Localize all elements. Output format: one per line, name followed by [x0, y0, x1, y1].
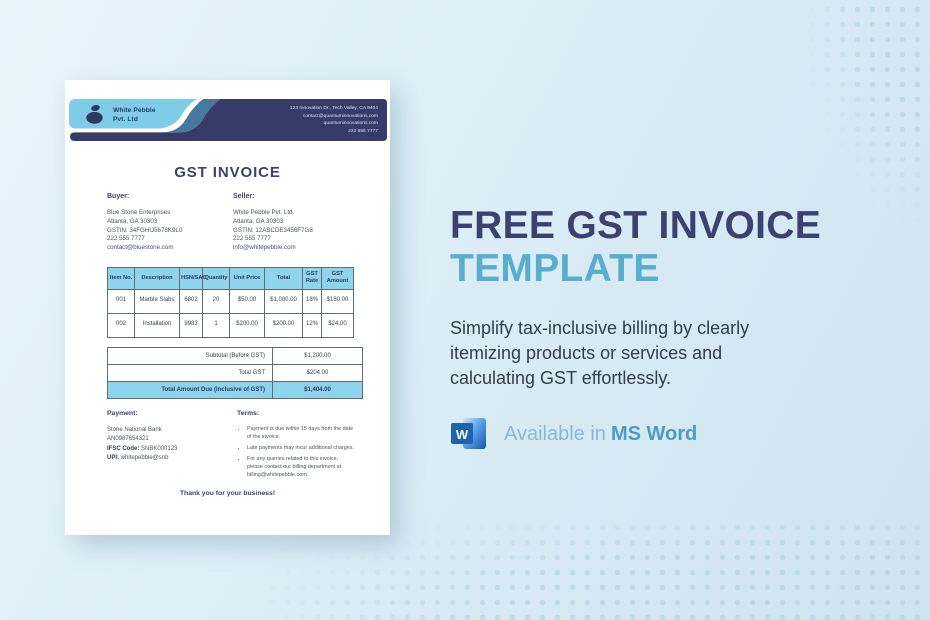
- ifsc-label: IFSC Code:: [107, 445, 140, 452]
- promo-title-line2: TEMPLATE: [450, 246, 660, 290]
- company-contact-block: 123 Innovation Dr., Tech Valley, CA 9404…: [290, 105, 378, 135]
- invoice-header-banner: White Pebble Pvt. Ltd 123 Innovation Dr.…: [68, 99, 387, 141]
- cell-description: Marble Slabs: [134, 288, 180, 314]
- availability-prefix: Available in: [504, 422, 606, 445]
- buyer-phone: 222 555 7777: [107, 235, 145, 243]
- availability-row: W Available in MS Word: [450, 417, 880, 451]
- upi-value: whitepebble@snb: [119, 454, 169, 461]
- company-name-line1: White Pebble: [113, 107, 156, 114]
- cell-total: $200.00: [264, 312, 303, 338]
- col-quantity: Quantity: [202, 267, 230, 290]
- cell-gst-amount: $180.00: [321, 288, 354, 314]
- company-name: White Pebble Pvt. Ltd: [113, 107, 156, 124]
- total-due-label: Total Amount Due (Inclusive of GST): [107, 381, 273, 399]
- seller-gstin: GSTIN: 12ABCDE3456F7G8: [233, 226, 313, 234]
- banner-swoosh-graphic: [69, 99, 387, 141]
- total-due-value: $1,404.00: [272, 381, 363, 399]
- cell-item-no: 002: [107, 312, 135, 338]
- seller-block: Seller: White Pebble Pvt. Ltd. Atlanta, …: [233, 193, 359, 253]
- seller-name: White Pebble Pvt. Ltd.: [233, 209, 295, 216]
- invoice-title: GST INVOICE: [174, 164, 281, 181]
- table-row: 002 Installation 9983 1 $200.00 $200.00 …: [107, 312, 354, 338]
- payment-block: Payment: Stone National Bank AN098765432…: [107, 410, 237, 483]
- payment-bank: Stone National Bank: [107, 427, 162, 433]
- buyer-gstin: GSTIN: 34FGHIJ5678K9L0: [107, 226, 183, 234]
- buyer-label: Buyer:: [107, 193, 130, 200]
- subtotal-value: $1,200.00: [272, 347, 363, 365]
- terms-label: Terms:: [237, 410, 260, 417]
- terms-list: Payment is due within 15 days from the d…: [237, 426, 355, 480]
- seller-address: Atlanta, GA 30303: [233, 217, 284, 225]
- col-description: Description: [134, 267, 180, 290]
- col-unit-price: Unit Price: [229, 267, 265, 290]
- buyer-address: Atlanta, GA 30303: [107, 217, 158, 225]
- col-total: Total: [264, 267, 303, 290]
- total-gst-label: Total GST: [107, 364, 273, 382]
- thank-you-note: Thank you for your business!: [179, 490, 276, 497]
- seller-phone: 222 555 7777: [233, 235, 271, 243]
- col-gst-amount: GST Amount: [321, 267, 354, 290]
- subtotal-row: Subtotal (Before GST) $1,200.00: [107, 347, 363, 365]
- cell-gst-rate: 12%: [302, 312, 322, 338]
- terms-block: Terms: Payment is due within 15 days fro…: [237, 410, 355, 483]
- ms-word-icon: W: [451, 418, 486, 450]
- buyer-email: contact@bluestone.com: [107, 244, 174, 252]
- col-gst-rate: GST Rate: [302, 267, 322, 290]
- word-icon-letter: W: [456, 427, 469, 442]
- total-gst-value: $204.00: [272, 364, 363, 382]
- contact-email: contact@quantuminnovations.com: [302, 113, 378, 119]
- cell-hsn: 9983: [179, 312, 203, 338]
- table-row: 001 Marble Slabs 6802 20 $50.00 $1,000.0…: [107, 288, 354, 314]
- seller-email: info@whitepebble.com: [233, 244, 296, 252]
- cell-quantity: 20: [202, 288, 230, 314]
- promo-title-line1: FREE GST INVOICE: [450, 204, 822, 247]
- dot-pattern-bottom: [265, 520, 930, 620]
- list-item: Payment is due within 15 days from the d…: [247, 426, 355, 442]
- payment-upi: UPI: whitepebble@snb: [107, 454, 237, 463]
- cell-description: Installation: [134, 312, 180, 338]
- availability-product: MS Word: [610, 422, 698, 445]
- contact-address: 123 Innovation Dr., Tech Valley, CA 9404: [289, 106, 378, 111]
- availability-text: Available in MS Word: [504, 423, 697, 446]
- payment-ifsc: IFSC Code: SNBK000123: [107, 445, 237, 454]
- cell-hsn: 6802: [179, 288, 203, 314]
- subtotal-label: Subtotal (Before GST): [107, 347, 273, 365]
- total-gst-row: Total GST $204.00: [107, 364, 363, 382]
- pebble-logo-icon: [86, 104, 103, 124]
- total-due-row: Total Amount Due (Inclusive of GST) $1,4…: [107, 381, 363, 399]
- promo-panel: FREE GST INVOICE TEMPLATE Simplify tax-i…: [450, 204, 880, 451]
- col-item-no: Item No.: [107, 267, 135, 290]
- company-name-line2: Pvt. Ltd: [113, 115, 138, 123]
- payment-terms-section: Payment: Stone National Bank AN098765432…: [107, 410, 359, 483]
- buyer-seller-section: Buyer: Blue Stone Enterprises Atlanta, G…: [107, 193, 359, 253]
- cell-total: $1,000.00: [264, 288, 303, 314]
- items-header-row: Item No. Description HSN/SAC Quantity Un…: [107, 267, 354, 290]
- cell-quantity: 1: [202, 312, 230, 338]
- line-items-table: Item No. Description HSN/SAC Quantity Un…: [107, 267, 354, 338]
- cell-item-no: 001: [107, 288, 135, 314]
- seller-label: Seller:: [233, 193, 255, 200]
- list-item: Late payments may incur additional charg…: [247, 445, 355, 453]
- contact-website: quantuminnovations.com: [323, 121, 378, 127]
- invoice-preview: White Pebble Pvt. Ltd 123 Innovation Dr.…: [65, 80, 390, 535]
- cell-gst-amount: $24.00: [321, 312, 354, 338]
- ifsc-value: SNBK000123: [139, 445, 178, 452]
- upi-label: UPI:: [107, 454, 119, 461]
- cell-unit-price: $50.00: [229, 288, 265, 314]
- totals-table: Subtotal (Before GST) $1,200.00 Total GS…: [107, 347, 363, 399]
- col-hsn-sac: HSN/SAC: [179, 267, 207, 290]
- buyer-block: Buyer: Blue Stone Enterprises Atlanta, G…: [107, 193, 233, 253]
- contact-phone: 222 555 7777: [348, 128, 378, 134]
- cell-unit-price: $200.00: [229, 312, 265, 338]
- promo-description: Simplify tax-inclusive billing by clearl…: [450, 317, 750, 389]
- buyer-name: Blue Stone Enterprises: [107, 209, 171, 216]
- payment-label: Payment:: [107, 410, 138, 417]
- cell-gst-rate: 18%: [302, 288, 322, 314]
- list-item: For any queries related to this invoice,…: [247, 456, 355, 479]
- payment-account: AN0987654321: [107, 436, 149, 443]
